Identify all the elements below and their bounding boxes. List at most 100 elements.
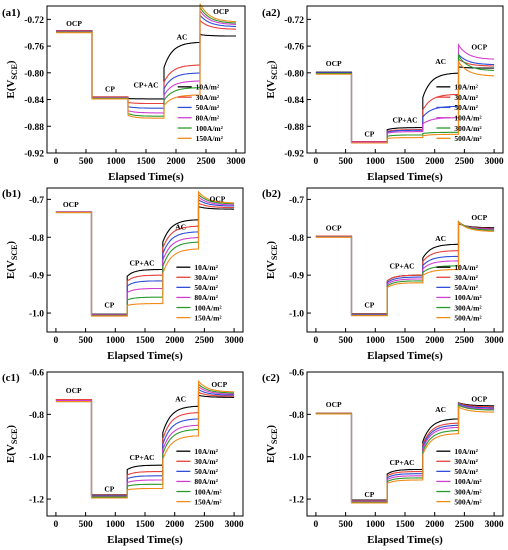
y-tick-label: -0.7 [29, 196, 44, 206]
x-tick-label: 3000 [485, 520, 504, 530]
y-tick-label: -0.80 [284, 69, 304, 79]
x-tick-label: 2500 [195, 336, 214, 346]
phase-label: AC [175, 395, 186, 404]
panel-b1: (b1) 0 500 1000 1500 2000 2500 3000 -1.0 -0.9 -0.8… [2, 187, 244, 362]
series-line-c1-1 [55, 391, 235, 496]
y-tick-label: -0.6 [289, 369, 304, 379]
y-tick-label: -1.2 [29, 496, 44, 506]
phase-label: OCP [66, 386, 82, 395]
legend-label: 30A/m² [454, 457, 478, 466]
phase-label: AC [435, 57, 446, 66]
phase-label: AC [435, 234, 446, 243]
x-tick-label: 1000 [366, 336, 385, 346]
x-tick-label: 0 [314, 336, 319, 346]
phase-label: CP [104, 485, 114, 494]
x-tick-label: 0 [54, 157, 59, 167]
phase-label: OCP [471, 395, 487, 404]
series-line-c2-5 [315, 405, 495, 504]
legend-label: 50A/m² [194, 283, 218, 292]
y-tick-label: -0.7 [289, 196, 304, 206]
x-tick-label: 0 [314, 520, 319, 530]
phase-label: OCP [326, 223, 342, 232]
x-tick-label: 500 [338, 520, 353, 530]
phase-label: CP+AC [389, 261, 414, 270]
legend-label: 300A/m² [454, 124, 482, 133]
phase-label: CP [104, 300, 114, 309]
legend-label: 100A/m² [454, 477, 482, 486]
x-tick-label: 3000 [227, 157, 246, 167]
phase-label: OCP [471, 213, 487, 222]
y-axis-title: E(VSCE) [5, 425, 19, 464]
x-axis-title: Elapsed Time(s) [107, 534, 183, 546]
x-tick-label: 1000 [107, 157, 126, 167]
x-axis-title: Elapsed Time(s) [108, 171, 184, 183]
x-tick-label: 3000 [225, 520, 244, 530]
legend-label: 100A/m² [194, 487, 222, 496]
legend-label: 50A/m² [454, 283, 478, 292]
phase-label: OCP [213, 7, 229, 16]
series-line-a1-1 [56, 19, 236, 105]
phase-label: AC [435, 405, 446, 414]
y-axis-title: E(VSCE) [265, 425, 279, 464]
x-tick-label: 1500 [136, 520, 155, 530]
panel-a2: (a2) 0 500 1000 1500 2000 2500 3000 -0.92 -0.88 -0… [262, 5, 504, 183]
y-tick-label: -0.6 [29, 369, 44, 379]
panel-a1: (a1) 0 500 1000 1500 2000 2500 3000 -0.92 -0.88 -0… [2, 3, 246, 183]
x-tick-label: 2500 [455, 157, 474, 167]
legend-label: 10A/m² [454, 83, 478, 92]
legend-label: 50A/m² [196, 103, 220, 112]
x-tick-label: 1500 [137, 157, 156, 167]
x-tick-label: 1500 [396, 520, 415, 530]
y-tick-label: -0.92 [24, 150, 44, 160]
series-line-c1-5 [55, 379, 235, 499]
series-line-a1-5 [56, 3, 236, 119]
x-axis-title: Elapsed Time(s) [367, 350, 443, 362]
legend-label: 10A/m² [194, 447, 218, 456]
x-tick-label: 1000 [106, 336, 125, 346]
y-tick-label: -0.8 [289, 234, 304, 244]
x-tick-label: 0 [54, 336, 59, 346]
x-axis-title: Elapsed Time(s) [367, 171, 443, 183]
y-tick-label: -0.88 [284, 123, 304, 133]
legend-label: 100A/m² [454, 114, 482, 123]
y-tick-label: -0.84 [284, 96, 304, 106]
x-tick-label: 500 [338, 157, 353, 167]
y-tick-label: -0.8 [289, 411, 304, 421]
y-axis-title: E(VSCE) [5, 241, 19, 280]
y-tick-label: -0.9 [29, 272, 44, 282]
phase-label: CP+AC [129, 259, 154, 268]
y-tick-label: -0.72 [284, 16, 304, 26]
legend-label: 100A/m² [196, 124, 224, 133]
legend-label: 100A/m² [454, 293, 482, 302]
x-tick-label: 3000 [485, 157, 504, 167]
series-line-c1-3 [55, 385, 235, 498]
legend-label: 500A/m² [454, 313, 482, 322]
legend-label: 150A/m² [194, 313, 222, 322]
x-tick-label: 500 [78, 336, 93, 346]
phase-label: OCP [66, 19, 82, 28]
y-tick-label: -0.72 [24, 16, 44, 26]
x-tick-label: 1000 [106, 520, 125, 530]
legend-label: 30A/m² [196, 93, 220, 102]
x-tick-label: 1000 [366, 520, 385, 530]
y-tick-label: -1.0 [289, 310, 304, 320]
legend-label: 150A/m² [194, 497, 222, 506]
legend-label: 300A/m² [454, 487, 482, 496]
legend-label: 10A/m² [454, 447, 478, 456]
series-line-a2-2 [315, 52, 495, 143]
phase-label: OCP [211, 380, 227, 389]
x-tick-label: 2500 [195, 520, 214, 530]
x-tick-label: 2000 [425, 520, 444, 530]
series-line-a1-3 [56, 9, 237, 114]
phase-label: AC [177, 32, 188, 41]
x-tick-label: 2500 [455, 336, 474, 346]
y-tick-label: -0.76 [24, 43, 44, 53]
x-tick-label: 500 [338, 336, 353, 346]
series-line-b1-5 [55, 190, 235, 317]
x-tick-label: 500 [79, 157, 94, 167]
y-tick-label: -1.0 [29, 310, 44, 320]
legend-label: 300A/m² [454, 303, 482, 312]
x-tick-label: 2500 [455, 520, 474, 530]
panel-c2: (c2) 0 500 1000 1500 2000 2500 3000 -1.2 -1.0 -0.8… [262, 369, 504, 547]
